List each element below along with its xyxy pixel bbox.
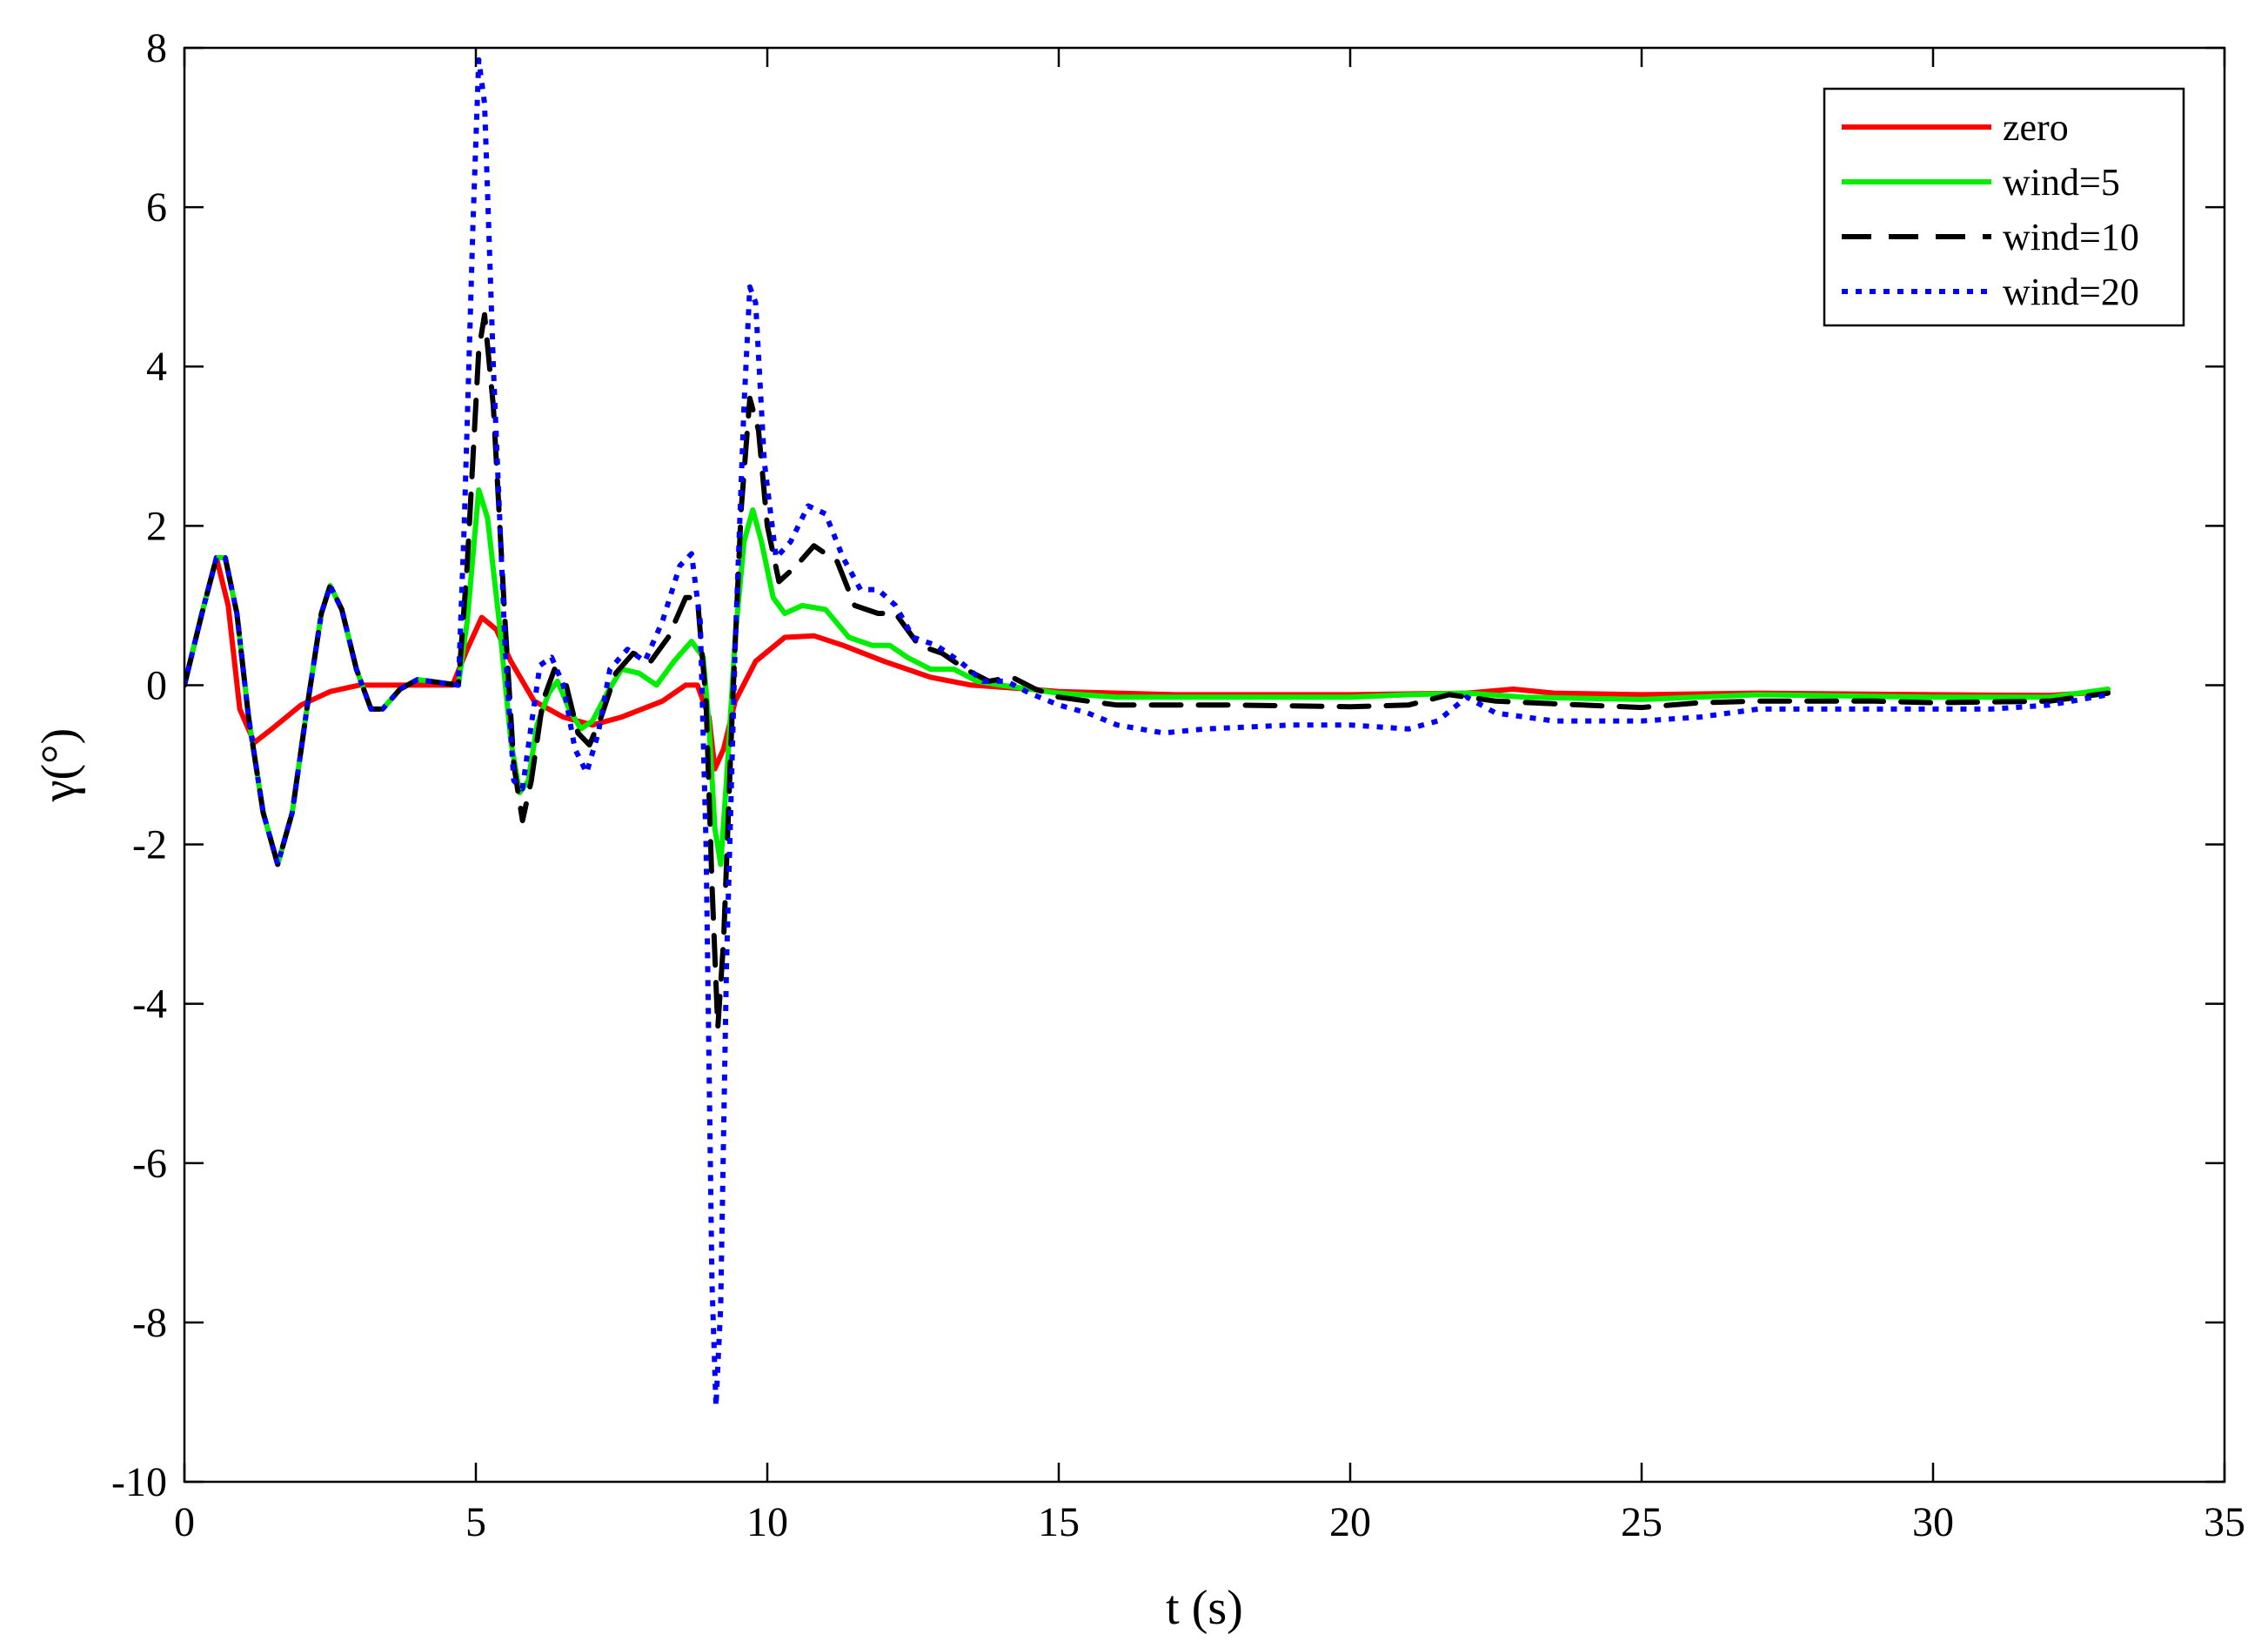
y-tick-label: -6 bbox=[132, 1141, 167, 1187]
y-tick-label: 0 bbox=[146, 662, 167, 708]
y-axis-label: γ(°) bbox=[32, 728, 86, 802]
y-tick-label: 4 bbox=[146, 344, 167, 390]
series-line-2 bbox=[184, 487, 2111, 868]
axes: 0 5 10 15 20 25 30 35 -10 -8 -6 -4 -2 0 2 4 6 8 bbox=[111, 25, 2245, 1545]
y-tick-label: -10 bbox=[111, 1459, 167, 1505]
x-tick-label: 5 bbox=[465, 1499, 486, 1545]
x-tick-label: 20 bbox=[1329, 1499, 1371, 1545]
series-line-3 bbox=[184, 312, 2111, 1031]
plot-area bbox=[184, 57, 2111, 1409]
y-tick-label: -4 bbox=[132, 981, 167, 1028]
series-line-1 bbox=[184, 555, 2111, 772]
y-tick-label: 8 bbox=[146, 25, 167, 71]
legend-label: wind=5 bbox=[2003, 161, 2120, 204]
legend-label: wind=10 bbox=[2003, 216, 2139, 258]
y-tick-label: 6 bbox=[146, 184, 167, 231]
series-line-4 bbox=[184, 57, 2109, 1409]
x-tick-label: 15 bbox=[1038, 1499, 1080, 1545]
x-tick-label: 0 bbox=[174, 1499, 195, 1545]
y-tick-label: -2 bbox=[132, 822, 167, 868]
y-tick-label: 2 bbox=[146, 503, 167, 549]
y-tick-label: -8 bbox=[132, 1300, 167, 1346]
legend-label: zero bbox=[2003, 106, 2069, 149]
legend: zero wind=5 wind=10 wind=20 bbox=[1823, 87, 2185, 327]
x-axis-label: t (s) bbox=[1166, 1581, 1243, 1635]
x-tick-label: 30 bbox=[1912, 1499, 1954, 1545]
plot-frame bbox=[183, 46, 2226, 1484]
x-tick-label: 35 bbox=[2204, 1499, 2245, 1545]
legend-label: wind=20 bbox=[2003, 271, 2139, 313]
x-tick-label: 25 bbox=[1621, 1499, 1663, 1545]
x-tick-label: 10 bbox=[746, 1499, 788, 1545]
